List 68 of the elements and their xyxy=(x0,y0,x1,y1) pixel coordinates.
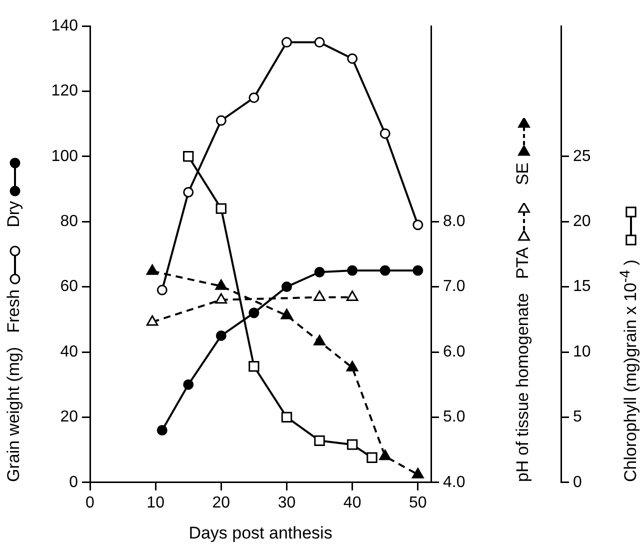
y2-tick-label: 5.0 xyxy=(443,408,466,426)
point xyxy=(281,412,292,423)
point xyxy=(380,265,390,276)
y2-tick-label: 8.0 xyxy=(443,213,466,230)
point xyxy=(183,187,194,198)
y3-tick-label: 20 xyxy=(573,213,591,230)
point xyxy=(281,37,292,48)
point xyxy=(346,439,358,450)
x-tick-label: 30 xyxy=(278,494,296,512)
y-tick-label: 20 xyxy=(60,408,78,426)
x-tick-label: 50 xyxy=(408,494,427,512)
point xyxy=(380,128,390,139)
y3-tick-label: 15 xyxy=(573,278,591,296)
y2-axis-title: pH of tissue homogenate xyxy=(513,293,532,482)
point xyxy=(346,290,358,301)
point xyxy=(314,290,326,301)
point xyxy=(183,379,194,390)
y-axis-title: Grain weight (mg) xyxy=(4,347,23,482)
point xyxy=(281,282,292,292)
point xyxy=(248,308,260,318)
point xyxy=(412,220,424,230)
point xyxy=(215,293,228,304)
y-tick-label: 0 xyxy=(69,474,78,491)
point xyxy=(156,284,168,296)
point xyxy=(146,264,158,275)
point xyxy=(347,53,358,64)
y3-tick-label: 25 xyxy=(573,148,591,165)
point xyxy=(346,360,358,372)
y-tick-label: 60 xyxy=(60,278,78,296)
legend-label: Dry xyxy=(4,201,23,228)
y-tick-label: 140 xyxy=(51,17,78,34)
x-tick-label: 20 xyxy=(212,494,230,512)
point xyxy=(314,435,325,446)
point xyxy=(379,450,392,460)
point xyxy=(412,265,424,276)
y2-tick-label: 6.0 xyxy=(443,343,466,360)
x-tick-label: 40 xyxy=(343,494,362,512)
y3-tick-label: 5 xyxy=(573,408,582,426)
x-tick-label: 0 xyxy=(86,494,95,512)
x-tick-label: 10 xyxy=(146,494,165,512)
point xyxy=(314,334,326,346)
y3-tick-label: 10 xyxy=(573,343,591,360)
y-tick-label: 40 xyxy=(60,343,78,360)
point xyxy=(216,115,226,126)
y-tick-label: 80 xyxy=(60,213,78,230)
point xyxy=(248,361,260,372)
y2-tick-label: 4.0 xyxy=(443,474,466,491)
point xyxy=(216,203,226,214)
point xyxy=(216,330,226,341)
x-axis-title: Days post anthesis xyxy=(188,523,332,542)
y-tick-label: 120 xyxy=(51,82,78,100)
point xyxy=(280,308,293,320)
point xyxy=(215,279,228,290)
point xyxy=(314,37,325,48)
point xyxy=(412,468,424,478)
legend-label: Fresh xyxy=(4,290,23,334)
point xyxy=(366,452,378,463)
point xyxy=(248,92,260,103)
y3-tick-label: 0 xyxy=(573,474,582,491)
legend-label: PTA xyxy=(513,248,532,280)
point xyxy=(314,266,325,278)
point xyxy=(183,151,194,162)
y-tick-label: 100 xyxy=(51,148,78,165)
legend-label: SE xyxy=(513,162,532,186)
point xyxy=(146,315,158,326)
point xyxy=(347,265,358,276)
point xyxy=(156,424,168,436)
y2-tick-label: 7.0 xyxy=(443,278,466,296)
